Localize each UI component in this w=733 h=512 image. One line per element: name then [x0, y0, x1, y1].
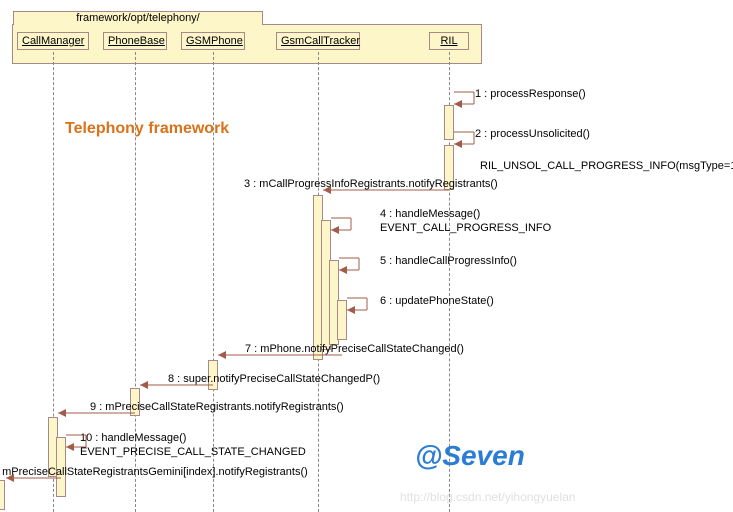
message-label: 4 : handleMessage() — [380, 208, 480, 220]
lifeline-head-gp: GSMPhone — [181, 32, 245, 50]
message-label: 3 : mCallProgressInfoRegistrants.notifyR… — [244, 178, 498, 190]
message-label: 8 : super.notifyPreciseCallStateChangedP… — [168, 373, 380, 385]
message-label: 1 : processResponse() — [475, 88, 586, 100]
message-label: : mPreciseCallStateRegistrantsGemini[ind… — [0, 466, 308, 478]
message-label: EVENT_CALL_PROGRESS_INFO — [380, 222, 551, 234]
activation — [337, 300, 347, 340]
message-label: 9 : mPreciseCallStateRegistrants.notifyR… — [90, 401, 344, 413]
message-label: 6 : updatePhoneState() — [380, 295, 494, 307]
lifeline-head-pb: PhoneBase — [103, 32, 167, 50]
diagram-title: Telephony framework — [65, 120, 229, 138]
activation — [0, 480, 5, 510]
lifeline-head-gct: GsmCallTracker — [276, 32, 360, 50]
message-label: 5 : handleCallProgressInfo() — [380, 255, 517, 267]
watermark: @Seven — [415, 440, 525, 472]
message-label: RIL_UNSOL_CALL_PROGRESS_INFO(msgType=130… — [480, 160, 733, 172]
package-tab: framework/opt/telephony/ — [13, 11, 263, 25]
lifeline-head-ril: RIL — [429, 32, 469, 50]
url-watermark: http://blog.csdn.net/yihongyuelan — [400, 490, 575, 504]
message-label: 10 : handleMessage() — [80, 432, 186, 444]
message-label: EVENT_PRECISE_CALL_STATE_CHANGED — [80, 446, 306, 458]
activation — [444, 105, 454, 140]
message-label: 7 : mPhone.notifyPreciseCallStateChanged… — [245, 343, 464, 355]
lifeline-head-cm: CallManager — [17, 32, 89, 50]
message-label: 2 : processUnsolicited() — [475, 128, 590, 140]
